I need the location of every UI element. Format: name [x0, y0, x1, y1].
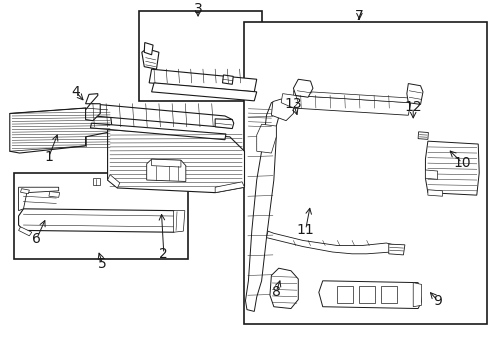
Polygon shape — [93, 178, 100, 185]
Polygon shape — [19, 227, 32, 236]
Polygon shape — [215, 182, 244, 193]
Polygon shape — [142, 49, 159, 69]
Polygon shape — [266, 231, 393, 254]
Polygon shape — [107, 175, 120, 188]
Polygon shape — [149, 69, 256, 92]
Polygon shape — [85, 94, 98, 104]
Polygon shape — [293, 95, 410, 115]
Polygon shape — [425, 141, 478, 195]
Bar — [14, 173, 188, 259]
Text: 9: 9 — [432, 294, 441, 307]
Text: 4: 4 — [71, 85, 80, 99]
Polygon shape — [281, 94, 298, 108]
Polygon shape — [144, 42, 153, 55]
Polygon shape — [85, 104, 232, 128]
Polygon shape — [10, 108, 112, 153]
Text: 1: 1 — [44, 150, 53, 164]
Polygon shape — [107, 130, 244, 193]
Bar — [381, 286, 396, 303]
Bar — [337, 286, 352, 303]
Bar — [244, 22, 486, 324]
Polygon shape — [293, 91, 408, 103]
Polygon shape — [90, 123, 225, 140]
Text: 13: 13 — [284, 97, 302, 111]
Polygon shape — [49, 192, 60, 197]
Text: 3: 3 — [193, 2, 202, 16]
Polygon shape — [151, 83, 256, 101]
Polygon shape — [173, 211, 184, 232]
Polygon shape — [269, 268, 298, 309]
Polygon shape — [293, 79, 312, 97]
Polygon shape — [427, 190, 442, 196]
Polygon shape — [406, 84, 422, 104]
Polygon shape — [417, 132, 427, 139]
Text: 10: 10 — [452, 156, 470, 170]
Polygon shape — [20, 189, 29, 194]
Polygon shape — [215, 119, 233, 129]
Polygon shape — [19, 187, 59, 211]
Text: 2: 2 — [159, 247, 168, 261]
Text: 5: 5 — [98, 257, 107, 271]
Bar — [139, 11, 261, 101]
Polygon shape — [222, 75, 233, 84]
Polygon shape — [151, 159, 181, 167]
Text: 11: 11 — [296, 223, 314, 237]
Polygon shape — [318, 281, 421, 309]
Text: 7: 7 — [354, 9, 363, 23]
Polygon shape — [146, 159, 185, 181]
Text: 6: 6 — [32, 232, 41, 246]
Polygon shape — [271, 99, 293, 121]
Polygon shape — [412, 283, 421, 307]
Polygon shape — [388, 244, 404, 255]
Polygon shape — [256, 124, 276, 153]
Bar — [359, 286, 374, 303]
Polygon shape — [19, 209, 181, 232]
Polygon shape — [85, 104, 100, 121]
Text: 12: 12 — [404, 100, 421, 114]
Polygon shape — [425, 170, 437, 179]
Text: 8: 8 — [271, 285, 280, 298]
Polygon shape — [245, 101, 281, 311]
